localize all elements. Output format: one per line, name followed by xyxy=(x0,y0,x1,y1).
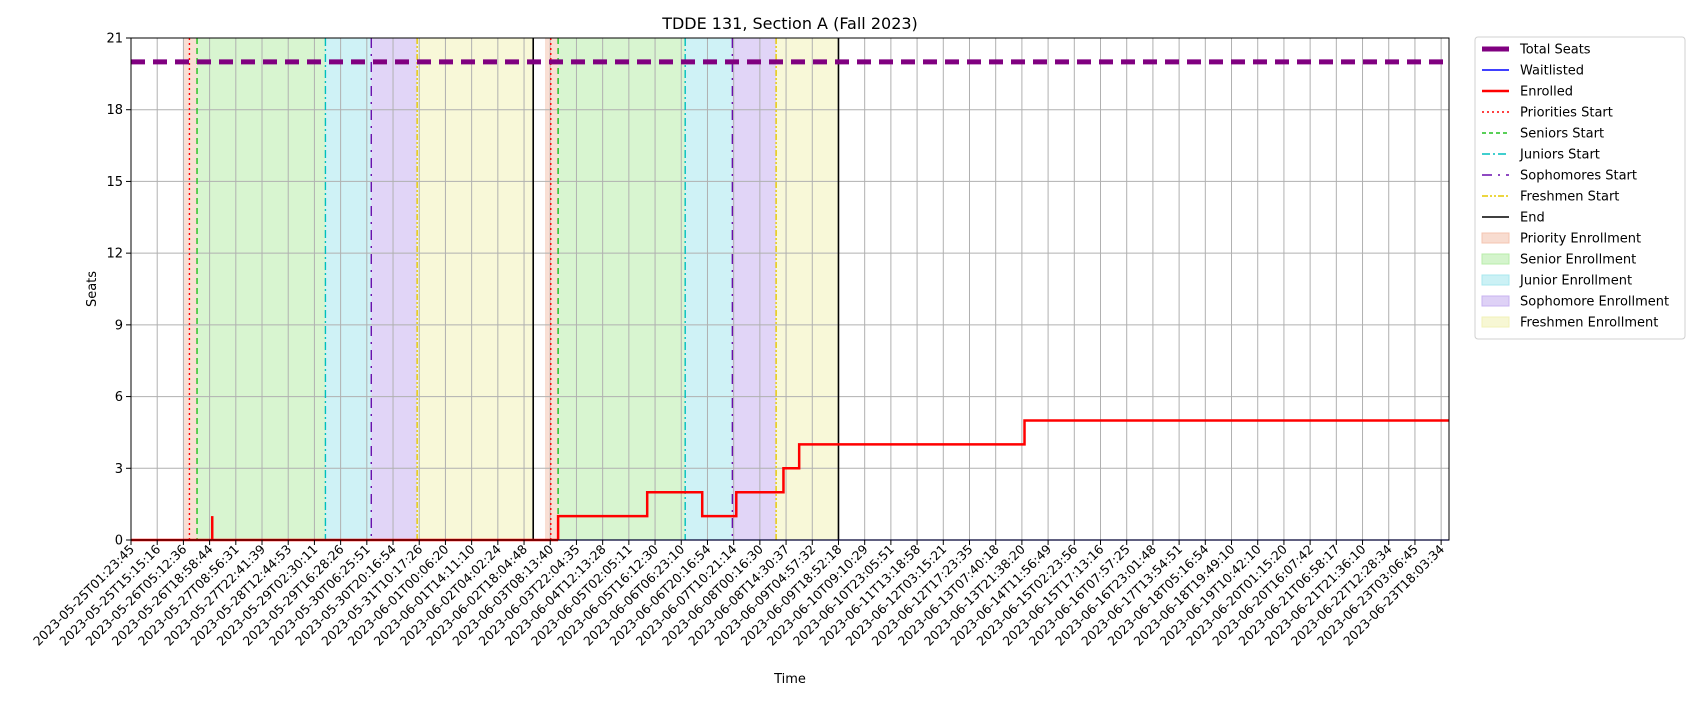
y-tick-label: 9 xyxy=(115,318,123,333)
legend-label: Waitlisted xyxy=(1520,64,1584,79)
legend: Total Seats Waitlisted Enrolled Priorities … xyxy=(1474,36,1686,340)
legend-label: Freshmen Enrollment xyxy=(1520,316,1658,331)
legend-item-juniors-start: Juniors Start xyxy=(1482,148,1600,163)
priority-enrollment-region-1 xyxy=(183,38,198,540)
legend-label: Sophomores Start xyxy=(1520,169,1637,184)
legend-item-freshmen-enrollment: Freshmen Enrollment xyxy=(1481,316,1658,331)
priority-enrollment-region-2 xyxy=(545,38,559,540)
legend-label: Priorities Start xyxy=(1520,106,1613,121)
legend-swatch xyxy=(1481,316,1510,328)
legend-swatch xyxy=(1481,295,1510,307)
legend-item-enrolled: Enrolled xyxy=(1482,85,1573,100)
legend-label: Senior Enrollment xyxy=(1520,253,1636,268)
legend-item-freshmen-start: Freshmen Start xyxy=(1482,190,1619,205)
legend-label: End xyxy=(1520,211,1545,226)
senior-enrollment-region-2 xyxy=(558,38,686,540)
x-axis-ticks: 2023-05-25T01:23:452023-05-25T15:15:1620… xyxy=(30,540,1447,649)
enrolled-line-segment xyxy=(556,419,1449,540)
legend-box xyxy=(1474,36,1686,340)
legend-label: Juniors Start xyxy=(1519,148,1600,163)
legend-item-seniors-start: Seniors Start xyxy=(1482,127,1604,142)
x-axis-label: Time xyxy=(773,672,806,687)
junior-enrollment-region-1 xyxy=(325,38,372,540)
legend-swatch xyxy=(1481,253,1510,265)
legend-item-priority-enrollment: Priority Enrollment xyxy=(1481,232,1641,247)
y-axis-ticks: 0 3 6 9 12 15 18 21 xyxy=(106,32,131,549)
legend-item-sophomore-enrollment: Sophomore Enrollment xyxy=(1481,295,1669,310)
y-tick-label: 12 xyxy=(106,247,123,262)
y-tick-label: 0 xyxy=(115,534,123,549)
legend-label: Seniors Start xyxy=(1520,127,1604,142)
legend-label: Total Seats xyxy=(1519,43,1591,58)
y-axis-label: Seats xyxy=(85,271,100,307)
legend-swatch xyxy=(1481,274,1510,286)
sophomore-enrollment-region-1 xyxy=(371,38,418,540)
legend-label: Priority Enrollment xyxy=(1520,232,1641,247)
legend-swatch xyxy=(1481,232,1510,244)
legend-item-total-seats: Total Seats xyxy=(1482,43,1591,58)
y-tick-label: 18 xyxy=(106,103,123,118)
chart-title: TDDE 131, Section A (Fall 2023) xyxy=(661,14,918,33)
phase-lines xyxy=(188,38,840,540)
plot-frame xyxy=(130,37,1450,541)
y-tick-label: 21 xyxy=(106,32,123,47)
legend-item-sophomores-start: Sophomores Start xyxy=(1482,169,1637,184)
legend-item-senior-enrollment: Senior Enrollment xyxy=(1481,253,1636,268)
legend-item-priorities-start: Priorities Start xyxy=(1482,106,1613,121)
sophomore-enrollment-region-2 xyxy=(732,38,777,540)
y-tick-label: 3 xyxy=(115,462,123,477)
senior-enrollment-region-1 xyxy=(197,38,326,540)
freshmen-enrollment-region-2 xyxy=(776,38,839,540)
legend-item-junior-enrollment: Junior Enrollment xyxy=(1481,274,1632,289)
y-tick-label: 6 xyxy=(115,390,123,405)
legend-label: Enrolled xyxy=(1520,85,1573,100)
legend-label: Junior Enrollment xyxy=(1519,274,1632,289)
junior-enrollment-region-2 xyxy=(685,38,733,540)
legend-label: Sophomore Enrollment xyxy=(1520,295,1669,310)
y-tick-label: 15 xyxy=(106,175,123,190)
legend-item-waitlisted: Waitlisted xyxy=(1482,64,1584,79)
legend-item-end: End xyxy=(1482,211,1545,226)
shaded-regions xyxy=(183,38,839,540)
freshmen-enrollment-region-1 xyxy=(417,38,534,540)
legend-label: Freshmen Start xyxy=(1520,190,1619,205)
